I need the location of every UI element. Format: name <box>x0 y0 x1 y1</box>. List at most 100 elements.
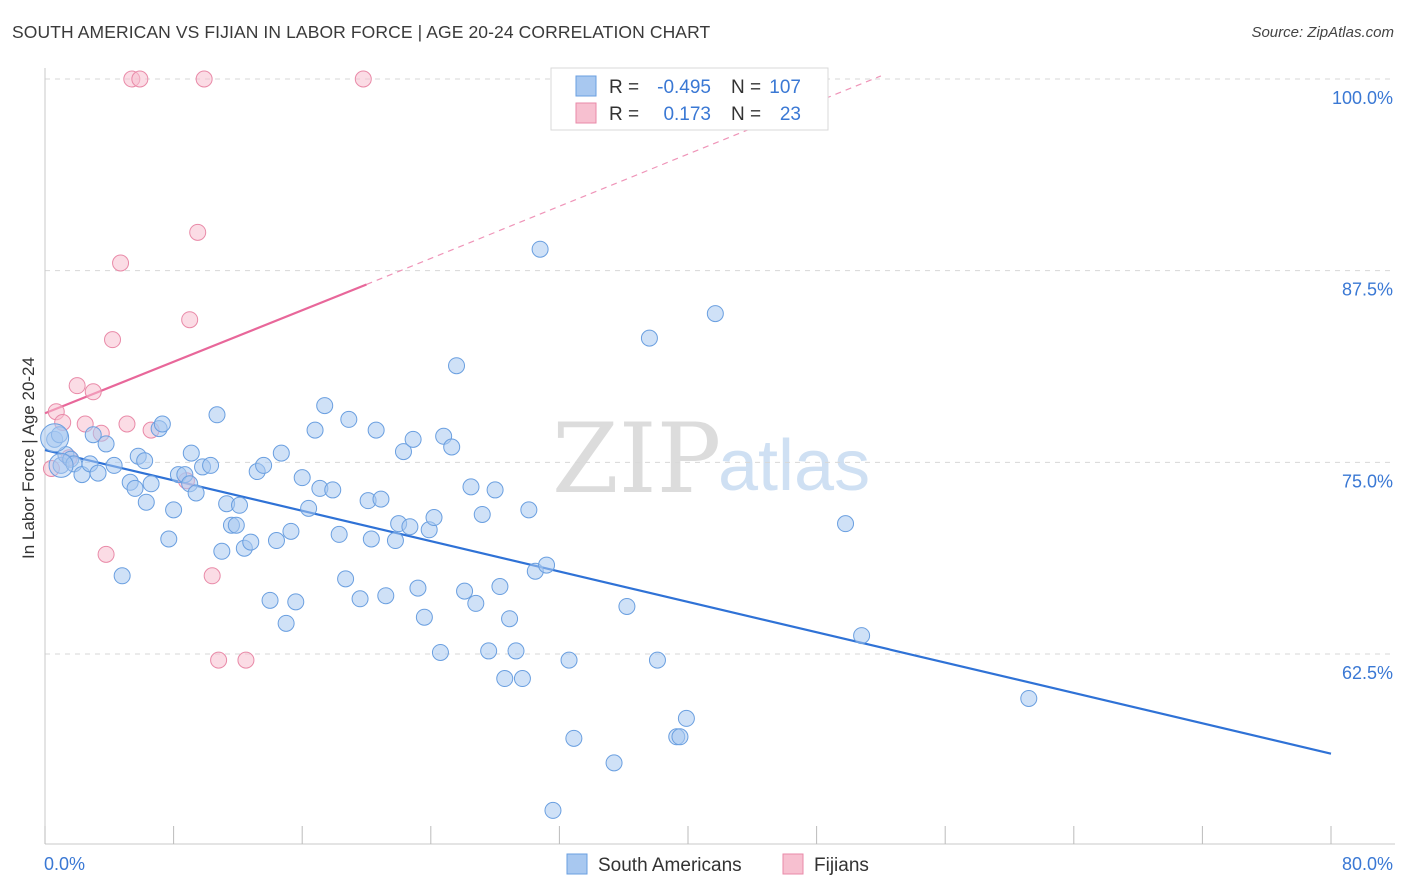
legend-label-south-americans: South Americans <box>598 855 742 876</box>
south-americans-point <box>507 642 525 660</box>
data-points <box>40 70 1038 819</box>
south-americans-point <box>282 522 300 540</box>
south-americans-point <box>227 516 245 534</box>
series-legend: South Americans Fijians <box>566 853 869 876</box>
south-americans-point <box>136 452 154 470</box>
legend-swatch-fijians <box>782 853 804 875</box>
fijians-point <box>195 70 213 88</box>
south-americans-point <box>324 481 342 499</box>
tick-labels: 62.5% 75.0% 87.5% 100.0% 0.0% 80.0% <box>44 88 1393 874</box>
stats-n-label-pink: N = <box>731 104 761 125</box>
fijians-point <box>131 70 149 88</box>
south-americans-point <box>648 651 666 669</box>
south-americans-point <box>467 594 485 612</box>
south-americans-point <box>213 542 231 560</box>
south-americans-point <box>255 456 273 474</box>
south-americans-point <box>48 452 74 478</box>
south-americans-point <box>300 499 318 517</box>
south-americans-point <box>242 533 260 551</box>
south-americans-point <box>84 426 102 444</box>
fijians-point <box>118 415 136 433</box>
stats-r-value-pink: 0.173 <box>663 104 711 125</box>
south-americans-point <box>404 430 422 448</box>
legend-swatch-south-americans <box>566 853 588 875</box>
south-americans-point <box>415 608 433 626</box>
x-tick-label: 80.0% <box>1342 854 1393 874</box>
fijians-point <box>203 567 221 585</box>
fijians-point <box>354 70 372 88</box>
stats-n-value-pink: 23 <box>780 104 801 125</box>
south-americans-point <box>137 493 155 511</box>
south-americans-point <box>513 670 531 688</box>
south-americans-point <box>316 397 334 415</box>
fijians-point <box>104 331 122 349</box>
fijians-point <box>189 223 207 241</box>
x-tick-label: 0.0% <box>44 854 85 874</box>
chart-title: SOUTH AMERICAN VS FIJIAN IN LABOR FORCE … <box>12 22 711 42</box>
south-americans-point <box>272 444 290 462</box>
south-americans-point <box>560 651 578 669</box>
gridlines <box>45 78 1395 655</box>
south-americans-point <box>261 591 279 609</box>
south-americans-point <box>340 410 358 428</box>
stats-r-value-blue: -0.495 <box>657 77 711 98</box>
south-americans-point <box>706 305 724 323</box>
south-americans-point <box>89 464 107 482</box>
south-americans-point <box>401 518 419 536</box>
south-americans-point <box>362 530 380 548</box>
south-americans-point <box>1020 689 1038 707</box>
south-americans-point <box>425 509 443 527</box>
stats-r-label-pink: R = <box>609 104 639 125</box>
south-americans-point <box>277 614 295 632</box>
south-americans-point <box>231 496 249 514</box>
fijians-point <box>181 311 199 329</box>
south-americans-point <box>165 501 183 519</box>
south-americans-point <box>293 469 311 487</box>
south-americans-trend-line <box>44 448 1332 755</box>
fijians-point <box>210 651 228 669</box>
south-americans-point <box>480 642 498 660</box>
fijians-point <box>237 651 255 669</box>
south-americans-point <box>267 532 285 550</box>
stats-r-label-blue: R = <box>609 77 639 98</box>
south-americans-point <box>208 406 226 424</box>
y-tick-label: 100.0% <box>1332 88 1393 108</box>
south-americans-point <box>187 484 205 502</box>
fijians-point <box>112 254 130 272</box>
south-americans-point <box>544 801 562 819</box>
south-americans-point <box>677 709 695 727</box>
y-tick-label: 75.0% <box>1342 471 1393 491</box>
legend-label-fijians: Fijians <box>814 855 869 876</box>
south-americans-point <box>306 421 324 439</box>
south-americans-point <box>671 728 689 746</box>
fijians-point <box>68 377 86 395</box>
south-americans-point <box>531 240 549 258</box>
south-americans-point <box>853 627 871 645</box>
south-americans-point <box>486 481 504 499</box>
south-americans-point <box>182 444 200 462</box>
south-americans-point <box>496 670 514 688</box>
stats-n-label-blue: N = <box>731 77 761 98</box>
south-americans-point <box>153 415 171 433</box>
south-americans-point <box>126 479 144 497</box>
south-americans-point <box>538 556 556 574</box>
fijians-point <box>84 383 102 401</box>
south-americans-point <box>448 357 466 375</box>
chart-source: Source: ZipAtlas.com <box>1251 24 1394 41</box>
south-americans-point <box>837 515 855 533</box>
south-americans-point <box>473 505 491 523</box>
south-americans-point <box>431 643 449 661</box>
south-americans-point <box>97 435 115 453</box>
stats-legend-box <box>550 67 829 131</box>
stats-legend: R = -0.495 N = 107 R = 0.173 N = 23 <box>550 67 829 131</box>
south-americans-point <box>372 490 390 508</box>
south-americans-point <box>287 593 305 611</box>
south-americans-point <box>160 530 178 548</box>
south-americans-point <box>386 532 404 550</box>
y-tick-label: 62.5% <box>1342 663 1393 683</box>
south-americans-point <box>377 587 395 605</box>
south-americans-point <box>330 525 348 543</box>
y-axis-label: In Labor Force | Age 20-24 <box>19 357 38 559</box>
south-americans-point <box>605 754 623 772</box>
